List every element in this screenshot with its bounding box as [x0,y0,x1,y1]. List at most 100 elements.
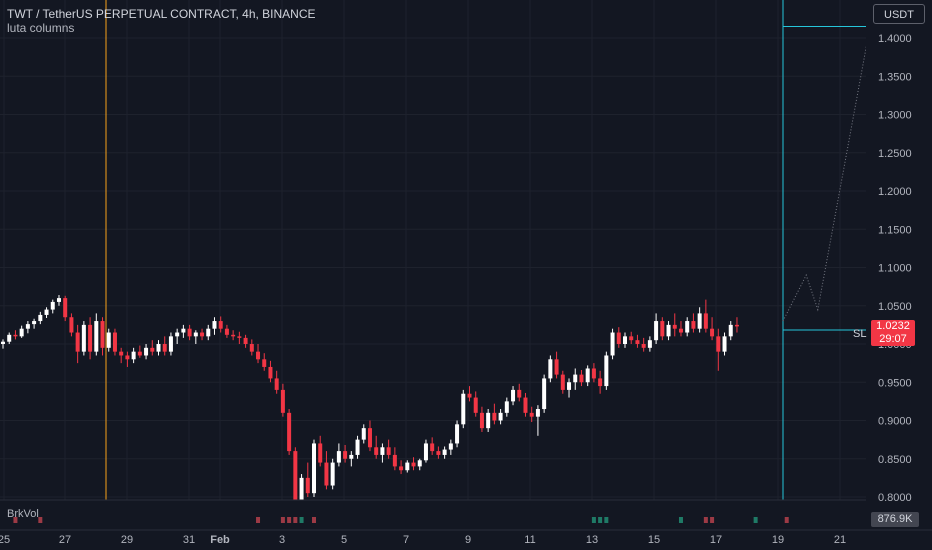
candle-body [392,454,397,467]
candle-body [256,351,261,360]
candle-body [554,359,559,375]
price-axis-bg [866,0,932,500]
candle-body [703,313,708,329]
candle-body [1,341,5,344]
candle-body [206,328,211,337]
candle-body [436,451,441,455]
candle-body [417,460,422,467]
candle-body [361,428,366,440]
candle-body [405,462,410,471]
chart-overlays [105,0,871,500]
last-price-tag: 1.0232 29:07 [871,320,915,346]
candle-body [623,336,627,344]
price-tick-label: 0.9000 [878,416,912,428]
time-tick-label: 9 [465,534,471,546]
candle-body [567,382,572,390]
volume-value-tag: 876.9K [871,512,919,527]
time-tick-label: 3 [279,534,285,546]
price-tick-label: 0.8500 [878,454,912,466]
volume-bar [13,517,18,523]
candle-body [672,324,677,329]
candle-body [349,454,354,459]
candle-body [287,412,292,452]
candle-body [293,451,298,500]
candle-body [380,447,385,455]
candle-body [150,347,155,352]
candle-body [610,332,615,356]
candle-body [7,334,12,342]
last-price: 1.0232 [876,320,910,332]
candle-body [13,334,18,337]
candle-body [274,378,279,390]
candle-body [330,462,335,486]
candle-body [523,397,528,413]
candle-body [280,389,285,413]
candle-body [660,321,665,337]
time-tick-label: 13 [586,534,598,546]
candle-body [629,336,634,341]
candle-body [492,412,497,421]
volume-bar [299,517,304,523]
volume-bar [703,517,708,523]
candle-body [374,447,379,455]
time-axis[interactable]: 25 27 29 31 Feb 3 5 7 9 11 13 15 17 19 21 [0,529,932,550]
time-tick-label: 15 [648,534,660,546]
candle-body [249,344,254,352]
symbol-title[interactable]: TWT / TetherUS PERPETUAL CONTRACT, 4h, B… [7,7,316,21]
candle-body [722,336,727,352]
candle-body [38,314,43,322]
stop-loss-label: SL [853,328,867,340]
candle-body [56,298,61,302]
volume-bar [591,517,596,523]
candle-body [598,378,603,387]
time-tick-label: 27 [59,534,71,546]
candle-body [654,321,659,341]
time-tick-label: 25 [0,534,10,546]
time-tick-label: 21 [834,534,846,546]
price-tick-label: 1.2000 [878,186,912,198]
indicator-label[interactable]: luta columns [7,21,75,35]
candle-body [367,428,372,448]
candle-body [542,378,547,410]
volume-bar [312,517,316,523]
volume-indicator-label[interactable]: BrkVol [7,508,39,520]
candle-body [529,412,534,417]
price-tick-label: 1.3000 [878,110,912,122]
time-tick-label: 29 [121,534,133,546]
candle-body [237,336,242,338]
candle-body [343,451,348,459]
candle-body [479,412,484,429]
candle-body [710,328,715,337]
volume-bar [256,517,261,523]
candle-body [616,332,621,344]
candle-body [305,477,310,494]
candle-body [591,368,596,379]
candle-body [262,359,267,367]
grid [0,0,866,500]
candle-body [511,389,516,402]
price-tick-label: 1.3500 [878,71,912,83]
candle-body [299,477,304,500]
candle-body [32,321,37,325]
volume-bar [293,517,298,523]
candle-body [156,344,161,352]
candle-body [734,324,739,327]
time-tick-label: 19 [772,534,784,546]
candle-body [324,462,329,486]
price-tick-label: 1.4000 [878,33,912,45]
candle-body [678,328,683,333]
price-axis[interactable]: 1.4000 1.3500 1.3000 1.2500 1.2000 1.1500 1.10… [866,0,932,504]
candle-body [100,321,105,348]
currency-button[interactable]: USDT [873,4,925,24]
candle-body [486,412,491,429]
volume-bar [287,517,292,523]
candle-body [517,389,522,398]
candle-body [548,359,553,379]
candle-body [69,317,74,333]
candle-body [399,466,404,471]
candle-body [535,409,540,417]
time-tick-label: 31 [183,534,195,546]
candle-body [666,324,671,337]
candle-body [685,321,690,333]
